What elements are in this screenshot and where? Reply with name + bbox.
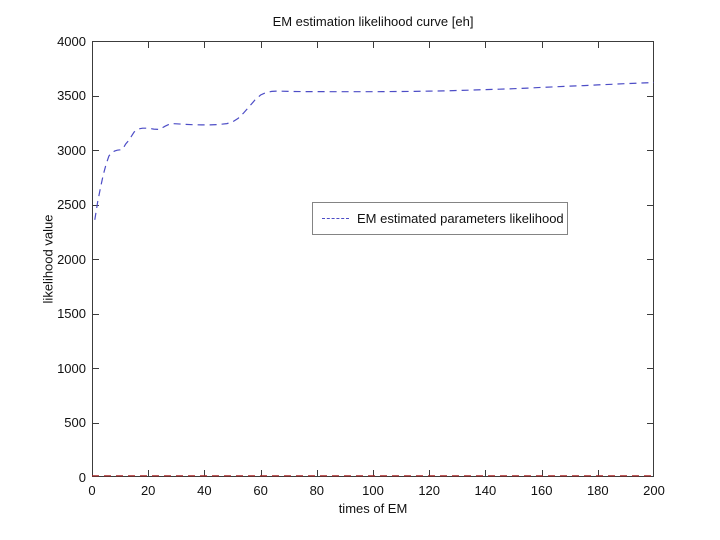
y-tick-label: 0 xyxy=(78,469,86,485)
x-tick-label: 140 xyxy=(474,483,497,498)
x-tick-label: 120 xyxy=(418,483,441,498)
legend: EM estimated parameters likelihood xyxy=(312,202,568,235)
legend-entry-label: EM estimated parameters likelihood xyxy=(357,211,564,226)
chart-title: EM estimation likelihood curve [eh] xyxy=(272,14,474,29)
y-tick-label: 1500 xyxy=(57,306,86,321)
legend-dash-sample xyxy=(322,218,349,219)
plot-area xyxy=(92,41,655,477)
x-tick-label: 100 xyxy=(362,483,384,498)
y-tick-label: 2000 xyxy=(57,251,86,267)
x-tick-label: 80 xyxy=(309,483,325,498)
y-tick-label: 3500 xyxy=(57,88,86,103)
y-tick-label: 1000 xyxy=(57,360,86,376)
x-tick-label: 160 xyxy=(530,483,553,498)
x-tick-label: 40 xyxy=(197,483,212,498)
x-tick-label: 0 xyxy=(88,483,96,498)
x-tick-label: 60 xyxy=(253,483,268,498)
x-tick-label: 20 xyxy=(140,483,156,498)
x-tick-label: 200 xyxy=(643,483,665,498)
x-axis-label: times of EM xyxy=(338,501,408,516)
y-tick-label: 4000 xyxy=(57,33,86,49)
y-tick-label: 3000 xyxy=(57,142,86,158)
y-tick-label: 2500 xyxy=(57,197,86,212)
series-em-estimated-parameters-likelihood xyxy=(94,81,655,220)
axis-box xyxy=(92,41,654,477)
y-tick-label: 500 xyxy=(64,415,86,430)
x-tick-label: 180 xyxy=(586,483,609,498)
